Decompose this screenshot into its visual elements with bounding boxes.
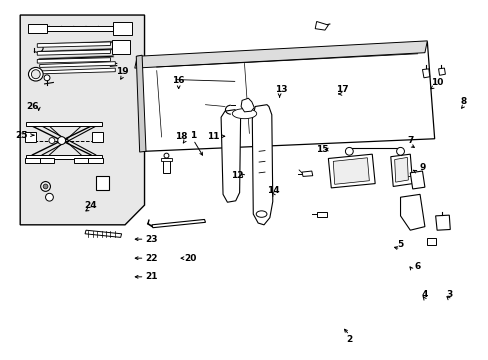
Polygon shape xyxy=(140,42,434,151)
Polygon shape xyxy=(438,68,445,75)
Text: 9: 9 xyxy=(418,163,425,172)
Text: 12: 12 xyxy=(230,171,243,180)
Circle shape xyxy=(163,153,168,158)
Bar xyxy=(316,212,327,217)
Bar xyxy=(74,158,88,163)
Text: 13: 13 xyxy=(274,85,287,94)
Circle shape xyxy=(45,193,53,201)
Bar xyxy=(92,132,103,141)
Bar xyxy=(26,122,102,126)
Ellipse shape xyxy=(256,211,266,217)
Text: 18: 18 xyxy=(175,132,187,141)
Text: 15: 15 xyxy=(316,145,328,154)
Circle shape xyxy=(49,138,55,144)
Text: 24: 24 xyxy=(84,201,97,210)
Text: 14: 14 xyxy=(267,186,280,195)
Text: 8: 8 xyxy=(460,96,466,105)
Bar xyxy=(96,176,109,190)
Bar xyxy=(113,22,132,35)
Polygon shape xyxy=(422,69,429,78)
Text: 26: 26 xyxy=(26,102,39,111)
Polygon shape xyxy=(27,24,47,33)
Bar xyxy=(112,40,130,54)
Text: 5: 5 xyxy=(397,240,403,249)
Polygon shape xyxy=(40,68,115,74)
Bar xyxy=(26,155,102,159)
Polygon shape xyxy=(20,15,144,225)
Polygon shape xyxy=(332,158,368,184)
Polygon shape xyxy=(37,42,110,47)
Circle shape xyxy=(43,184,48,189)
Circle shape xyxy=(58,137,65,144)
Circle shape xyxy=(396,147,404,155)
Polygon shape xyxy=(390,154,412,186)
Polygon shape xyxy=(37,50,110,55)
Polygon shape xyxy=(409,171,424,189)
Bar xyxy=(47,26,115,31)
Polygon shape xyxy=(136,55,146,152)
Polygon shape xyxy=(315,22,328,30)
Polygon shape xyxy=(37,58,110,63)
Polygon shape xyxy=(135,41,427,68)
Text: 25: 25 xyxy=(15,131,27,140)
Text: 1: 1 xyxy=(190,131,196,140)
Bar xyxy=(25,158,40,163)
Text: 7: 7 xyxy=(407,136,413,145)
Polygon shape xyxy=(40,62,115,67)
Polygon shape xyxy=(221,110,240,202)
Ellipse shape xyxy=(232,109,256,119)
Text: 4: 4 xyxy=(421,290,427,299)
Text: 16: 16 xyxy=(172,76,184,85)
Polygon shape xyxy=(328,154,374,188)
Polygon shape xyxy=(152,220,205,228)
Bar xyxy=(40,158,54,163)
Bar xyxy=(88,158,103,163)
Ellipse shape xyxy=(28,67,43,81)
Text: 6: 6 xyxy=(414,262,420,271)
Text: 17: 17 xyxy=(335,85,347,94)
Ellipse shape xyxy=(31,70,40,79)
Polygon shape xyxy=(241,98,254,112)
Text: 3: 3 xyxy=(445,290,451,299)
Text: 11: 11 xyxy=(206,132,219,141)
Polygon shape xyxy=(400,194,424,230)
Polygon shape xyxy=(394,157,407,182)
Text: 23: 23 xyxy=(145,235,158,244)
Circle shape xyxy=(44,75,50,81)
Bar xyxy=(25,132,36,141)
Text: 20: 20 xyxy=(184,254,197,263)
Polygon shape xyxy=(302,171,312,176)
Circle shape xyxy=(345,147,352,155)
Polygon shape xyxy=(85,230,122,237)
Bar xyxy=(427,238,435,244)
Text: 10: 10 xyxy=(430,78,443,87)
Bar xyxy=(162,158,170,173)
Polygon shape xyxy=(252,105,272,225)
Text: 22: 22 xyxy=(145,254,158,263)
Text: 2: 2 xyxy=(346,335,352,344)
Text: 19: 19 xyxy=(116,67,129,76)
Bar xyxy=(160,158,172,161)
Circle shape xyxy=(41,181,50,191)
Polygon shape xyxy=(435,215,449,230)
Text: 21: 21 xyxy=(145,272,158,281)
